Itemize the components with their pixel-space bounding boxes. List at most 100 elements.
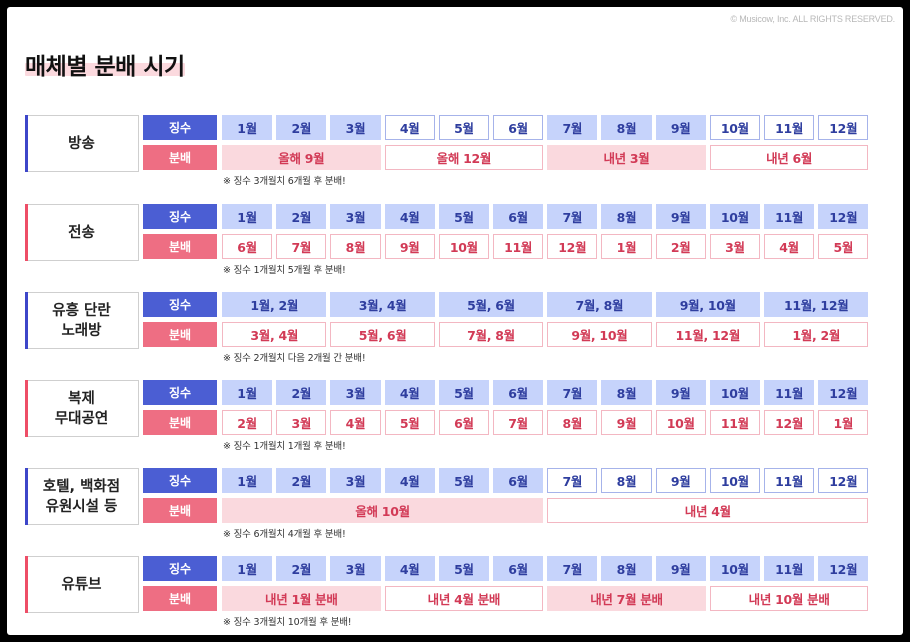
collection-cell: 11월 (764, 204, 815, 229)
media-name: 호텔, 백화점 유원시설 등 (42, 478, 121, 515)
collection-cell: 7월, 8월 (547, 292, 652, 317)
collection-cell: 1월, 2월 (222, 292, 327, 317)
distribution-cell: 3월, 4월 (222, 322, 327, 347)
media-section: 전송 징수 분배 1월 2월 3월 4월 5월 6월 7월 8월 9월 10월 11월 12월 6월 7월 8월 9… (7, 204, 903, 276)
distribution-cell: 9월 (384, 234, 435, 259)
distribution-cell: 6월 (222, 234, 273, 259)
media-name: 전송 (68, 224, 95, 241)
collection-cell: 9월 (655, 468, 706, 493)
section-note: ※ 징수 3개월치 6개월 후 분배! (223, 176, 346, 187)
collection-cell: 6월 (493, 380, 544, 405)
section-note: ※ 징수 6개월치 4개월 후 분배! (223, 529, 346, 540)
collection-cell: 4월 (384, 556, 435, 581)
distribution-cell: 내년 1월 분배 (222, 586, 381, 611)
collection-row-label: 징수 (143, 115, 217, 140)
collection-cell: 9월 (655, 380, 706, 405)
distribution-cell: 11월 (709, 410, 760, 435)
accent-bar (25, 468, 28, 525)
distribution-cell: 10월 (438, 234, 489, 259)
collection-cell: 1월 (222, 115, 273, 140)
distribution-cell: 9월, 10월 (547, 322, 652, 347)
distribution-cell: 1월 (601, 234, 652, 259)
distribution-cell: 4월 (764, 234, 815, 259)
collection-cell: 9월 (655, 556, 706, 581)
distribution-cell: 12월 (547, 234, 598, 259)
distribution-row-label: 분배 (143, 145, 217, 170)
collection-cell: 5월 (438, 204, 489, 229)
distribution-cell: 8월 (547, 410, 598, 435)
collection-cell: 5월 (438, 380, 489, 405)
media-label-box: 유튜브 (25, 556, 139, 613)
collection-cell: 10월 (709, 204, 760, 229)
accent-bar (25, 556, 28, 613)
distribution-cell: 11월 (493, 234, 544, 259)
media-section: 방송 징수 분배 1월 2월 3월 4월 5월 6월 7월 8월 9월 10월 11월 12월 올해 9월 올해… (7, 115, 903, 187)
distribution-cell: 내년 7월 분배 (547, 586, 706, 611)
distribution-cell: 올해 12월 (384, 145, 544, 170)
accent-bar (25, 115, 28, 172)
title-highlight (25, 63, 185, 76)
media-label-box: 전송 (25, 204, 139, 261)
media-name: 유흥 단란 노래방 (52, 302, 111, 339)
collection-cell: 8월 (601, 115, 652, 140)
distribution-cell: 내년 4월 (547, 498, 869, 523)
collection-cell: 7월 (547, 556, 598, 581)
collection-cell: 6월 (493, 204, 544, 229)
collection-cell: 5월 (438, 556, 489, 581)
collection-cell: 6월 (493, 115, 544, 140)
collection-cell: 4월 (384, 204, 435, 229)
collection-cell: 9월 (655, 204, 706, 229)
collection-cell: 3월, 4월 (330, 292, 435, 317)
collection-cell: 9월 (655, 115, 706, 140)
collection-cell: 11월 (764, 556, 815, 581)
collection-cell: 7월 (547, 380, 598, 405)
collection-cell: 12월 (818, 468, 869, 493)
section-note: ※ 징수 1개월치 1개월 후 분배! (223, 441, 346, 452)
distribution-cell: 11월, 12월 (655, 322, 760, 347)
collection-cell: 5월 (438, 115, 489, 140)
distribution-cell: 9월 (601, 410, 652, 435)
title-block: 매체별 분배 시기 (25, 47, 185, 81)
media-label-box: 복제 무대공연 (25, 380, 139, 437)
distribution-cell: 3월 (276, 410, 327, 435)
media-name: 방송 (68, 135, 95, 152)
distribution-cell: 내년 10월 분배 (709, 586, 869, 611)
distribution-row-label: 분배 (143, 322, 217, 347)
distribution-cell: 내년 3월 (547, 145, 706, 170)
collection-cell: 6월 (493, 468, 544, 493)
distribution-cell: 7월 (276, 234, 327, 259)
media-name: 유튜브 (61, 576, 102, 593)
distribution-cell: 2월 (655, 234, 706, 259)
collection-cell: 8월 (601, 468, 652, 493)
distribution-cell: 1월 (818, 410, 869, 435)
collection-cell: 1월 (222, 204, 273, 229)
collection-cell: 10월 (709, 380, 760, 405)
collection-cell: 10월 (709, 468, 760, 493)
collection-cell: 4월 (384, 380, 435, 405)
collection-row-label: 징수 (143, 468, 217, 493)
media-label-box: 방송 (25, 115, 139, 172)
collection-cell: 2월 (276, 204, 327, 229)
collection-cell: 11월 (764, 380, 815, 405)
collection-cell: 3월 (330, 380, 381, 405)
collection-cell: 8월 (601, 204, 652, 229)
copyright-text: © Musicow, Inc. ALL RIGHTS RESERVED. (730, 14, 896, 24)
collection-cell: 12월 (818, 556, 869, 581)
media-label-box: 호텔, 백화점 유원시설 등 (25, 468, 139, 525)
distribution-cell: 8월 (330, 234, 381, 259)
distribution-row-label: 분배 (143, 498, 217, 523)
distribution-cell: 10월 (655, 410, 706, 435)
section-note: ※ 징수 3개월치 10개월 후 분배! (223, 617, 352, 628)
collection-cell: 10월 (709, 115, 760, 140)
accent-bar (25, 204, 28, 261)
distribution-row-label: 분배 (143, 586, 217, 611)
distribution-cell: 5월, 6월 (330, 322, 435, 347)
collection-cell: 12월 (818, 204, 869, 229)
distribution-cell: 내년 4월 분배 (384, 586, 544, 611)
collection-row-label: 징수 (143, 556, 217, 581)
collection-cell: 8월 (601, 380, 652, 405)
collection-cell: 5월, 6월 (438, 292, 544, 317)
distribution-cell: 6월 (438, 410, 489, 435)
collection-cell: 2월 (276, 468, 327, 493)
collection-cell: 11월 (764, 468, 815, 493)
